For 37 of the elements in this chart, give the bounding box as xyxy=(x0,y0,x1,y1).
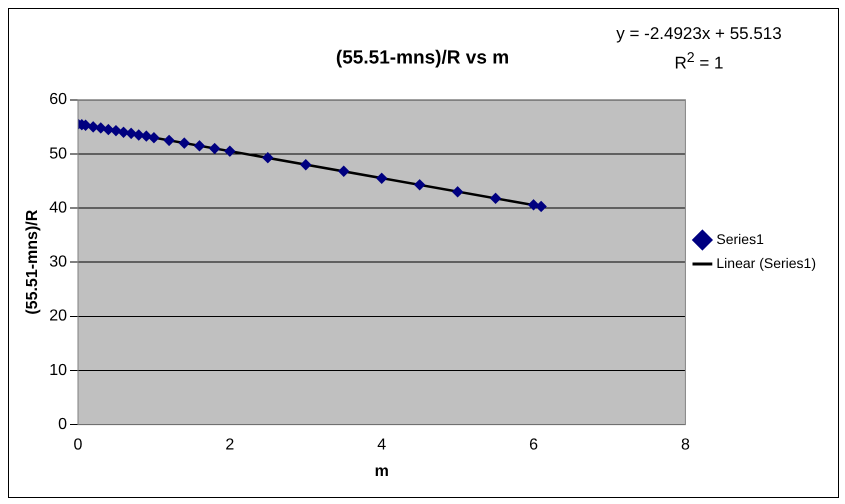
point xyxy=(148,132,160,144)
y-tick-label: 50 xyxy=(49,145,68,162)
point xyxy=(95,122,106,134)
chart-title: (55.51-mns)/R vs m xyxy=(336,48,510,69)
y-tick-label: 0 xyxy=(58,416,68,434)
point xyxy=(536,200,547,212)
point xyxy=(262,152,274,164)
x-tick-label: 0 xyxy=(74,436,83,454)
x-tick-label: 4 xyxy=(377,436,386,454)
y-tick-label: 40 xyxy=(49,199,68,216)
point xyxy=(414,179,426,190)
point xyxy=(126,128,137,139)
point xyxy=(224,146,236,157)
point xyxy=(110,125,122,136)
x-axis-title: m xyxy=(374,462,389,480)
x-tick-label: 6 xyxy=(529,436,538,454)
text: y = -2.4923x + 55.513 R$^{2}$ = 1 xyxy=(615,23,783,75)
y-tick-label: 10 xyxy=(49,362,68,379)
x-tick-label: 8 xyxy=(680,436,690,454)
y-tick-label: 60 xyxy=(49,91,68,108)
y-tick-label: 30 xyxy=(49,254,68,271)
point xyxy=(452,186,464,198)
legend-label: Linear (Series1) xyxy=(716,254,816,271)
x-tick-label: 2 xyxy=(225,436,234,454)
y-tick-label: 20 xyxy=(49,308,68,325)
point xyxy=(178,138,190,149)
point xyxy=(209,143,220,154)
point xyxy=(490,192,502,204)
point xyxy=(88,121,99,132)
point xyxy=(194,140,205,152)
y-axis-title: (55.51-mns)/R xyxy=(24,209,42,315)
point xyxy=(376,172,388,184)
point xyxy=(300,159,312,170)
legend-label: Series1 xyxy=(716,230,764,247)
point xyxy=(102,124,114,136)
point xyxy=(164,134,175,146)
point xyxy=(338,166,350,177)
